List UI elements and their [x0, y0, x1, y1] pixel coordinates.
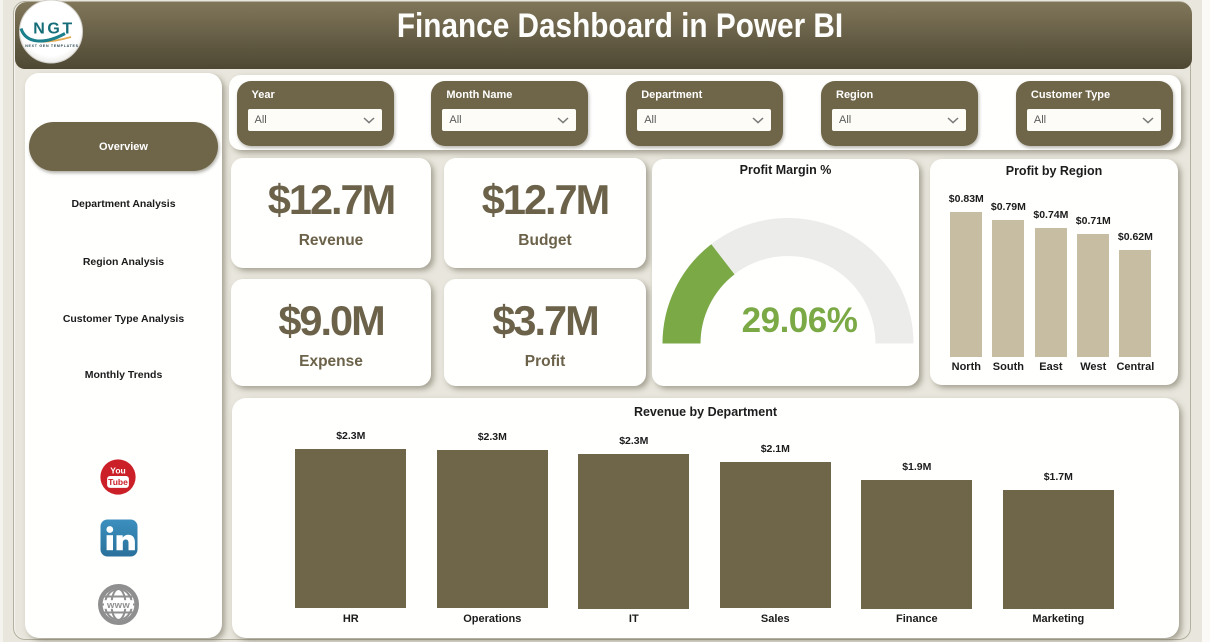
svg-text:NEXT GEN TEMPLATES: NEXT GEN TEMPLATES [25, 44, 78, 48]
svg-text:Tube: Tube [108, 477, 128, 487]
svg-text:You: You [110, 466, 125, 476]
svg-text:www: www [106, 600, 130, 611]
svg-text:NGT: NGT [33, 21, 75, 38]
